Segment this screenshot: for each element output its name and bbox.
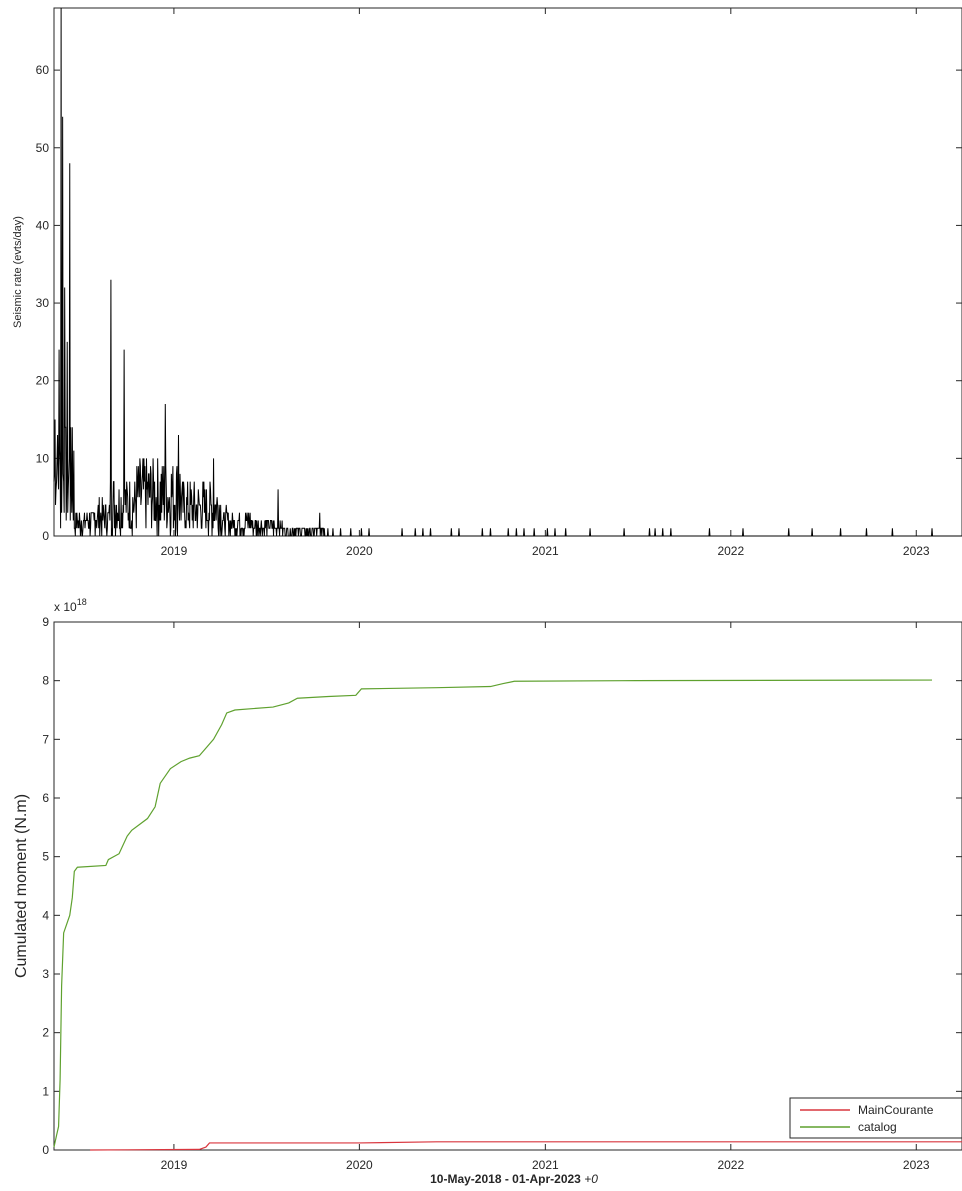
- seismic-rate-y-tick-label: 60: [36, 63, 50, 77]
- seismic-rate-x-tick-label: 2019: [161, 544, 188, 558]
- seismic-rate-x-tick-label: 2023: [903, 544, 930, 558]
- seismic-rate-axes-frame: [53, 7, 962, 537]
- legend-catalog-label: catalog: [858, 1120, 897, 1134]
- cumulated-moment-y-tick-label: 3: [42, 967, 49, 981]
- cumulated-moment-y-ticks: 0 1 2 3 4 5 6 7 8 9: [42, 615, 962, 1157]
- cumulated-moment-y-tick-label: 7: [42, 732, 49, 746]
- legend-box: [789, 1097, 962, 1139]
- cumulated-moment-x-tick-label: 2023: [903, 1158, 930, 1172]
- cumulated-moment-chart: 0 1 2 3 4 5 6 7 8 9 2019 2020 2021 2022 2023 x 1018 C…: [13, 597, 962, 1186]
- cumulated-moment-x-tick-label: 2019: [161, 1158, 188, 1172]
- seismic-rate-x-tick-label: 2022: [717, 544, 744, 558]
- y-exponent-label: x 1018: [54, 597, 87, 614]
- cumulated-moment-y-tick-label: 1: [42, 1084, 49, 1098]
- seismic-rate-series-line: [53, 7, 962, 537]
- cumulated-moment-y-tick-label: 4: [42, 908, 49, 922]
- x-axis-label: 10-May-2018 - 01-Apr-2023 +0: [430, 1172, 598, 1186]
- cumulated-moment-y-tick-label: 8: [42, 674, 49, 688]
- cumulated-moment-y-tick-label: 6: [42, 791, 49, 805]
- cumulated-moment-y-tick-label: 9: [42, 615, 49, 629]
- seismic-rate-chart: 0 10 20 30 40 50 60 2019 2020 2021 2022 2023 Seism…: [12, 7, 962, 558]
- cumulated-moment-y-tick-label: 5: [42, 850, 49, 864]
- seismic-rate-x-tick-label: 2020: [346, 544, 373, 558]
- cumulated-moment-x-ticks: 2019 2020 2021 2022 2023: [161, 622, 930, 1172]
- cumulated-moment-x-tick-label: 2022: [717, 1158, 744, 1172]
- seismic-rate-x-ticks: 2019 2020 2021 2022 2023: [161, 8, 930, 558]
- legend: MainCourante catalog: [789, 1097, 962, 1139]
- cumulated-moment-y-label: Cumulated moment (N.m): [13, 794, 30, 978]
- seismic-rate-y-tick-label: 40: [36, 218, 50, 232]
- catalog-series-line: [53, 679, 933, 1148]
- y-exponent-power: 18: [77, 597, 87, 607]
- seismic-rate-y-tick-label: 20: [36, 374, 50, 388]
- x-axis-label-suffix: +0: [584, 1172, 598, 1186]
- cumulated-moment-axes-frame: [53, 621, 962, 1151]
- legend-maincourante-label: MainCourante: [858, 1103, 934, 1117]
- maincourante-series-line: [90, 1141, 962, 1151]
- seismic-rate-x-tick-label: 2021: [532, 544, 559, 558]
- seismic-rate-y-ticks: 0 10 20 30 40 50 60: [36, 63, 962, 543]
- cumulated-moment-x-tick-label: 2020: [346, 1158, 373, 1172]
- seismic-rate-y-tick-label: 10: [36, 451, 50, 465]
- seismic-rate-y-label: Seismic rate (evts/day): [12, 216, 24, 328]
- seismic-rate-y-tick-label: 30: [36, 296, 50, 310]
- cumulated-moment-y-tick-label: 0: [42, 1143, 49, 1157]
- cumulated-moment-y-tick-label: 2: [42, 1026, 49, 1040]
- seismic-rate-y-tick-label: 50: [36, 141, 50, 155]
- seismic-rate-y-tick-label: 0: [42, 529, 49, 543]
- cumulated-moment-x-tick-label: 2021: [532, 1158, 559, 1172]
